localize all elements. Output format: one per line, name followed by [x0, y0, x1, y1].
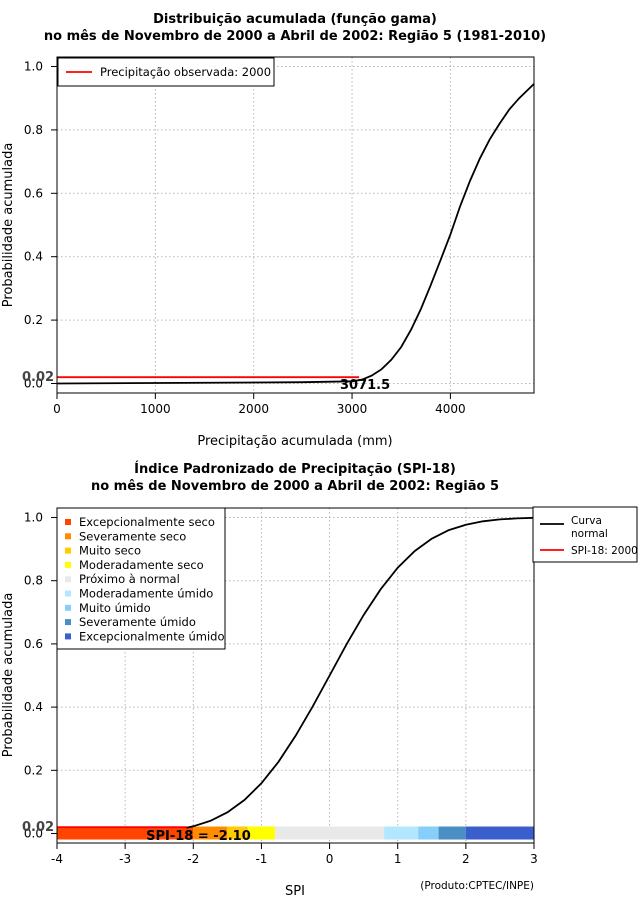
chart2-x-axis: -4 -3 -2 -1 0 1 2 3	[51, 843, 538, 866]
chart2-x-tick-label-1: -3	[119, 852, 131, 866]
chart1-grid	[56, 57, 534, 393]
chart1-y-axis: 0.0 0.2 0.4 0.6 0.8 1.0	[24, 60, 57, 390]
band-muito-mido	[418, 826, 439, 840]
band-severamente-mido	[438, 826, 466, 840]
band-moderadamente-seco	[247, 826, 276, 840]
chart2-y-tick-label-1: 0.2	[24, 763, 43, 777]
chart1-legend-label: Precipitação observada: 2000	[100, 65, 271, 79]
chart2-y-label: Probabilidade acumulada	[1, 593, 16, 758]
legend-swatch-2	[65, 547, 71, 554]
chart2-category-band	[57, 826, 534, 840]
chart1-y-tick-label-5: 1.0	[24, 60, 43, 74]
legend-swatch-5	[65, 590, 71, 597]
spi-normal-chart: Índice Padronizado de Precipitação (SPI-…	[1, 461, 638, 899]
chart2-y-tick-label-2: 0.4	[24, 700, 43, 714]
chart2-spi-value-label: SPI-18 = -2.10	[146, 829, 251, 844]
chart2-x-tick-label-0: -4	[51, 852, 63, 866]
chart1-x-tick-label-3: 3000	[337, 402, 368, 416]
legend-label-8: Excepcionalmente úmido	[79, 629, 224, 643]
chart1-y-tick-label-0: 0.0	[24, 376, 43, 390]
legend-label-4: Próximo à normal	[79, 572, 180, 586]
chart1-y-label: Probabilidade acumulada	[1, 143, 16, 308]
chart1-legend: Precipitação observada: 2000	[57, 57, 275, 87]
chart2-legend-normal-line1: Curva	[571, 515, 602, 527]
chart1-y-tick-label-3: 0.6	[24, 186, 43, 200]
chart1-observed-value-label: 3071.5	[340, 378, 390, 393]
legend-swatch-7	[65, 619, 71, 626]
gamma-cdf-chart: Distribuição acumulada (função gama) no …	[1, 12, 546, 449]
chart2-plot-frame	[56, 507, 535, 844]
chart1-y-tick-label-2: 0.4	[24, 250, 43, 264]
chart1-x-label: Precipitação acumulada (mm)	[197, 434, 392, 449]
chart2-legend-normal-line2: normal	[571, 528, 608, 540]
legend-swatch-0	[65, 519, 71, 525]
band-moderadamente-mido	[384, 826, 419, 840]
chart2-legend-spi: SPI-18: 2000	[571, 545, 638, 557]
chart1-plot-frame	[56, 56, 535, 394]
chart2-y-axis: 0.0 0.2 0.4 0.6 0.8 1.0	[24, 510, 57, 841]
chart2-x-label: SPI	[285, 884, 305, 899]
legend-swatch-4	[65, 576, 71, 583]
band-severamente-seco	[193, 826, 228, 840]
chart2-series-curva-normal	[186, 516, 535, 829]
chart1-y-tick-label-1: 0.2	[24, 313, 43, 327]
chart2-x-tick-label-7: 3	[530, 852, 538, 866]
chart2-x-tick-label-3: -1	[255, 852, 267, 866]
chart2-x-tick-label-6: 2	[462, 852, 470, 866]
legend-swatch-8	[65, 633, 71, 640]
legend-label-3: Moderadamente seco	[79, 558, 204, 572]
legend-label-2: Muito seco	[79, 544, 141, 558]
legend-swatch-3	[65, 561, 71, 568]
band-muito-seco	[227, 826, 248, 840]
band-excepcionalmente-seco	[57, 826, 194, 840]
legend-label-0: Excepcionalmente seco	[79, 515, 215, 529]
chart1-x-axis: 0 1000 2000 3000 4000	[53, 393, 466, 416]
chart2-lines	[57, 516, 535, 829]
chart1-subtitle: no mês de Novembro de 2000 a Abril de 20…	[44, 29, 546, 44]
chart2-y-tick-label-0: 0.0	[24, 827, 43, 841]
band-excepcionalmente-mido	[465, 826, 534, 840]
chart2-y-tick-label-5: 1.0	[24, 510, 43, 524]
legend-label-1: Severamente seco	[79, 529, 186, 543]
band-pr-ximo-normal	[275, 826, 385, 840]
chart1-observed-prob-label: 0.02	[22, 370, 54, 385]
chart2-subtitle: no mês de Novembro de 2000 a Abril de 20…	[91, 479, 499, 494]
chart1-title: Distribuição acumulada (função gama)	[153, 12, 437, 27]
chart1-series-curva-gama	[56, 83, 535, 385]
chart2-curve-legend: Curva normal SPI-18: 2000	[532, 506, 638, 563]
chart2-x-tick-label-4: 0	[326, 852, 334, 866]
chart2-title: Índice Padronizado de Precipitação (SPI-…	[134, 461, 456, 477]
chart2-x-tick-label-5: 1	[394, 852, 402, 866]
chart2-observed-prob-label: 0.02	[22, 820, 54, 835]
chart1-x-tick-label-0: 0	[53, 402, 61, 416]
legend-label-7: Severamente úmido	[79, 615, 196, 629]
chart1-x-tick-label-1: 1000	[140, 402, 171, 416]
credit-text: (Produto:CPTEC/INPE)	[420, 880, 534, 892]
legend-swatch-6	[65, 604, 71, 611]
chart1-x-tick-label-2: 2000	[238, 402, 269, 416]
chart2-x-tick-label-2: -2	[187, 852, 199, 866]
chart1-x-tick-label-4: 4000	[435, 402, 466, 416]
legend-label-5: Moderadamente úmido	[79, 587, 213, 601]
chart2-y-tick-label-4: 0.8	[24, 574, 43, 588]
legend-swatch-1	[65, 533, 71, 540]
chart1-y-tick-label-4: 0.8	[24, 123, 43, 137]
chart1-lines	[56, 83, 535, 385]
chart2-y-tick-label-3: 0.6	[24, 637, 43, 651]
legend-label-6: Muito úmido	[79, 601, 151, 615]
